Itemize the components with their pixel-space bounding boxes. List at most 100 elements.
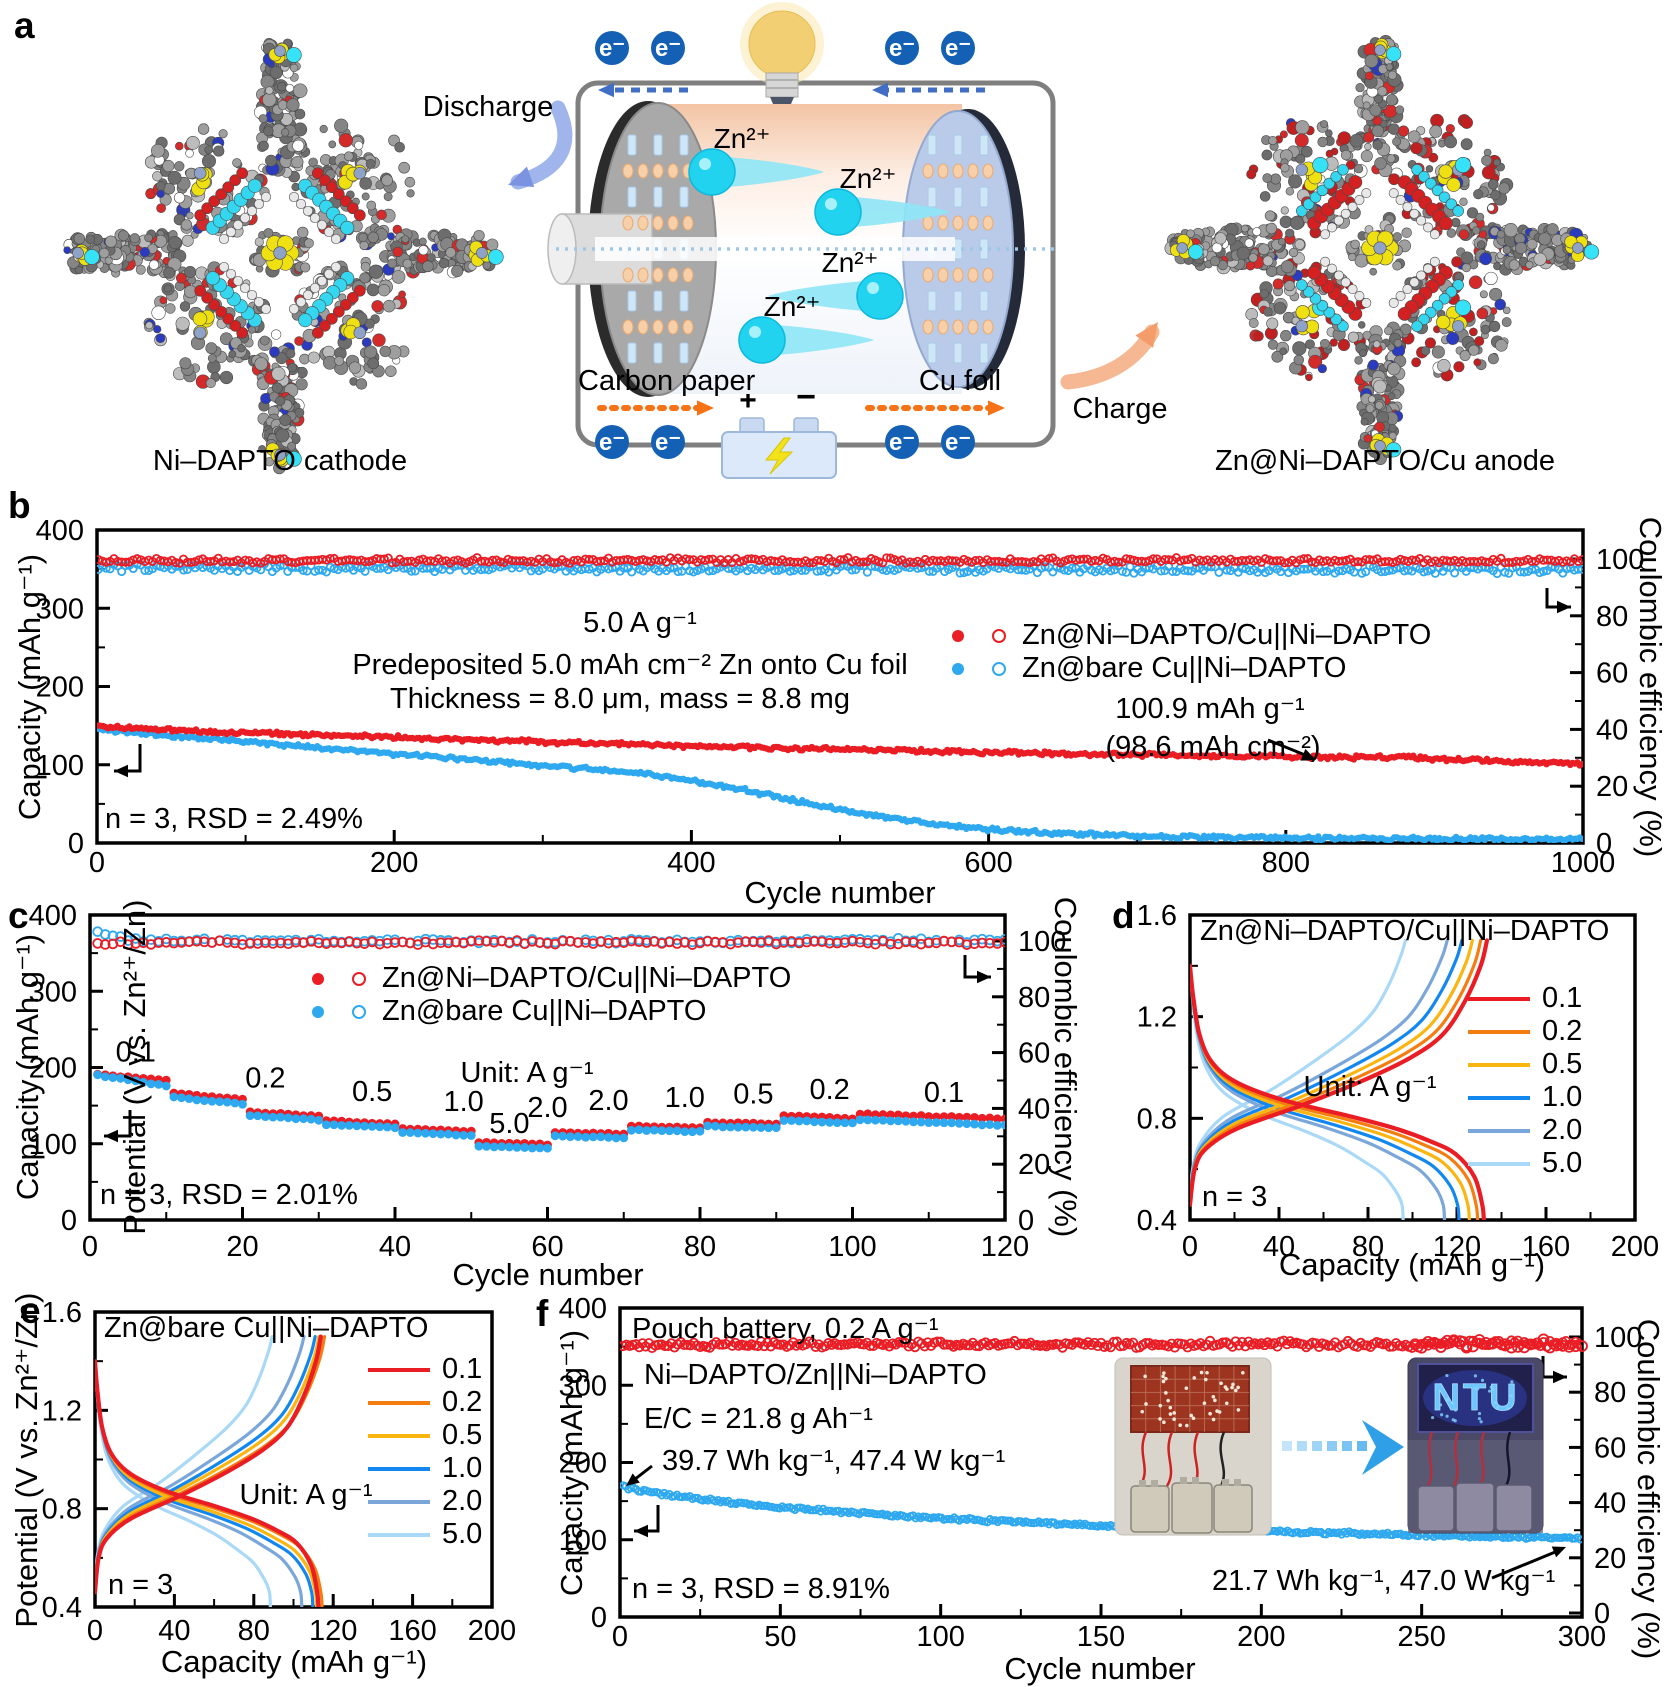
panel-d-y-title: Potential (V vs. Zn²⁺/Zn) bbox=[116, 899, 152, 1235]
svg-text:20: 20 bbox=[226, 1231, 258, 1263]
zinc-ion-icon: Zn²⁺ bbox=[688, 123, 824, 196]
data-series bbox=[97, 725, 1583, 843]
data-series bbox=[97, 553, 1583, 568]
panel-d-note-unit: Unit: A g⁻¹ bbox=[1303, 1071, 1437, 1103]
legend-line bbox=[368, 1367, 430, 1372]
open-marker-icon bbox=[992, 628, 1006, 643]
legend-line bbox=[1468, 1095, 1530, 1100]
legend-label: 0.5 bbox=[442, 1418, 483, 1451]
rate-label: 0.2 bbox=[809, 1074, 849, 1106]
electron-icon: e⁻ bbox=[885, 31, 919, 65]
svg-text:40: 40 bbox=[1596, 714, 1628, 746]
electron-icon: e⁻ bbox=[595, 425, 629, 459]
svg-text:200: 200 bbox=[370, 847, 418, 879]
legend-label: Zn@Ni–DAPTO/Cu||Ni–DAPTO bbox=[1022, 618, 1432, 651]
legend-line bbox=[1468, 1161, 1530, 1166]
battery-icon bbox=[721, 417, 837, 479]
svg-text:Zn²⁺: Zn²⁺ bbox=[840, 163, 897, 194]
legend-label: 0.2 bbox=[1542, 1014, 1583, 1047]
panel-a-label: a bbox=[14, 5, 35, 46]
electron-icon: e⁻ bbox=[651, 425, 685, 459]
legend-line bbox=[368, 1499, 430, 1504]
svg-text:60: 60 bbox=[1018, 1038, 1050, 1070]
panel-f-note-stat: n = 3, RSD = 8.91% bbox=[632, 1573, 890, 1605]
panel-f-note-ec: E/C = 21.8 g Ah⁻¹ bbox=[644, 1403, 873, 1435]
legend-label: 2.0 bbox=[1542, 1113, 1583, 1146]
legend-line bbox=[1468, 996, 1530, 1001]
legend-line bbox=[368, 1433, 430, 1438]
svg-text:80: 80 bbox=[1018, 982, 1050, 1014]
svg-text:e⁻: e⁻ bbox=[889, 429, 915, 456]
panel-e-note-unit: Unit: A g⁻¹ bbox=[239, 1479, 373, 1511]
panel-c-x-title: Cycle number bbox=[452, 1257, 644, 1292]
panel-b-anno-cap1: 100.9 mAh g⁻¹ bbox=[1115, 693, 1305, 725]
rate-label: 1.0 bbox=[443, 1086, 483, 1118]
panel-c-note-unit: Unit: A g⁻¹ bbox=[460, 1057, 594, 1089]
panel-e-label: e bbox=[20, 1290, 41, 1331]
legend-label: 0.2 bbox=[442, 1385, 483, 1418]
panel-b-label: b bbox=[8, 485, 31, 526]
svg-text:600: 600 bbox=[964, 847, 1012, 879]
rate-label: 0.1 bbox=[116, 1036, 156, 1068]
svg-text:e⁻: e⁻ bbox=[599, 429, 625, 456]
panel-b-note-thickness: Thickness = 8.0 μm, mass = 8.8 mg bbox=[390, 683, 850, 715]
electron-icon: e⁻ bbox=[595, 31, 629, 65]
zinc-ion-icon: Zn²⁺ bbox=[814, 163, 950, 236]
svg-text:40: 40 bbox=[1018, 1093, 1050, 1125]
legend-label: 0.1 bbox=[1542, 981, 1583, 1014]
panel-f-label: f bbox=[536, 1293, 549, 1334]
panel-d-label: d bbox=[1112, 895, 1135, 936]
svg-text:60: 60 bbox=[1596, 658, 1628, 690]
electron-icon: e⁻ bbox=[885, 425, 919, 459]
gcd-curves bbox=[1190, 938, 1490, 1220]
legend-label: Zn@bare Cu||Ni–DAPTO bbox=[1022, 651, 1347, 684]
open-marker-icon bbox=[352, 971, 366, 986]
panel-b-note-rate: 5.0 A g⁻¹ bbox=[583, 607, 697, 639]
svg-text:e⁻: e⁻ bbox=[599, 35, 625, 62]
cathode-molecule-graphic bbox=[63, 38, 504, 475]
legend-label: 0.5 bbox=[1542, 1047, 1583, 1080]
panel-b-note-predep: Predeposited 5.0 mAh cm⁻² Zn onto Cu foi… bbox=[352, 649, 908, 681]
svg-text:0: 0 bbox=[82, 1231, 98, 1263]
panel-c-label: c bbox=[8, 895, 29, 936]
svg-text:100: 100 bbox=[1596, 544, 1644, 576]
rate-label: 2.0 bbox=[588, 1085, 628, 1117]
panel-e-x-title: Capacity (mAh g⁻¹) bbox=[160, 1644, 428, 1679]
panel-f-x-title: Cycle number bbox=[1004, 1651, 1196, 1686]
rate-label: 5.0 bbox=[489, 1108, 529, 1140]
svg-text:400: 400 bbox=[36, 515, 84, 547]
legend-line bbox=[368, 1466, 430, 1471]
discharge-label: Discharge bbox=[422, 91, 554, 123]
svg-text:e⁻: e⁻ bbox=[655, 35, 681, 62]
anode-caption: Zn@Ni–DAPTO/Cu anode bbox=[1215, 445, 1555, 477]
panel-e-legend: 0.1 0.2 0.5 1.0 2.0 5.0 bbox=[368, 1353, 482, 1551]
filled-marker-icon bbox=[312, 1005, 324, 1018]
svg-text:0: 0 bbox=[1596, 828, 1612, 860]
cathode-caption: Ni–DAPTO cathode bbox=[152, 445, 408, 477]
panel-d-title: Zn@Ni–DAPTO/Cu||Ni–DAPTO bbox=[1200, 915, 1610, 947]
svg-text:300: 300 bbox=[36, 593, 84, 625]
filled-marker-icon bbox=[312, 972, 324, 985]
svg-text:e⁻: e⁻ bbox=[889, 35, 915, 62]
cu-foil-label: Cu foil bbox=[918, 365, 1002, 397]
svg-text:0: 0 bbox=[61, 1205, 77, 1237]
legend-line bbox=[1468, 1128, 1530, 1133]
chart-axes: 0 50 100 150 200 250 3000100200300400020406080… bbox=[559, 1293, 1643, 1653]
rate-label: 0.1 bbox=[924, 1077, 964, 1109]
panel-a-schematic: + −Zn²⁺Zn²⁺Zn²⁺Zn²⁺e⁻ e⁻ e⁻ e⁻e⁻ e⁻ e⁻ e⁻ bbox=[63, 2, 1600, 479]
svg-text:100: 100 bbox=[828, 1231, 876, 1263]
svg-text:0: 0 bbox=[1182, 1231, 1198, 1263]
panel-b-anno-cap2: (98.6 mAh cm⁻²) bbox=[1105, 731, 1321, 763]
panel-d-legend: 0.1 0.2 0.5 1.0 2.0 5.0 bbox=[1468, 982, 1582, 1180]
panel-c-note-stat: n = 3, RSD = 2.01% bbox=[100, 1179, 358, 1211]
panel-f-note-top: Pouch battery, 0.2 A g⁻¹ bbox=[632, 1313, 939, 1345]
panel-b-x-title: Cycle number bbox=[744, 875, 936, 910]
svg-text:e⁻: e⁻ bbox=[945, 429, 971, 456]
svg-text:0: 0 bbox=[68, 828, 84, 860]
anode-molecule-graphic bbox=[1164, 34, 1600, 465]
svg-text:Zn²⁺: Zn²⁺ bbox=[714, 123, 771, 154]
legend-line bbox=[1468, 1062, 1530, 1067]
panel-b-legend-row1: Zn@Ni–DAPTO/Cu||Ni–DAPTO bbox=[952, 619, 1431, 652]
